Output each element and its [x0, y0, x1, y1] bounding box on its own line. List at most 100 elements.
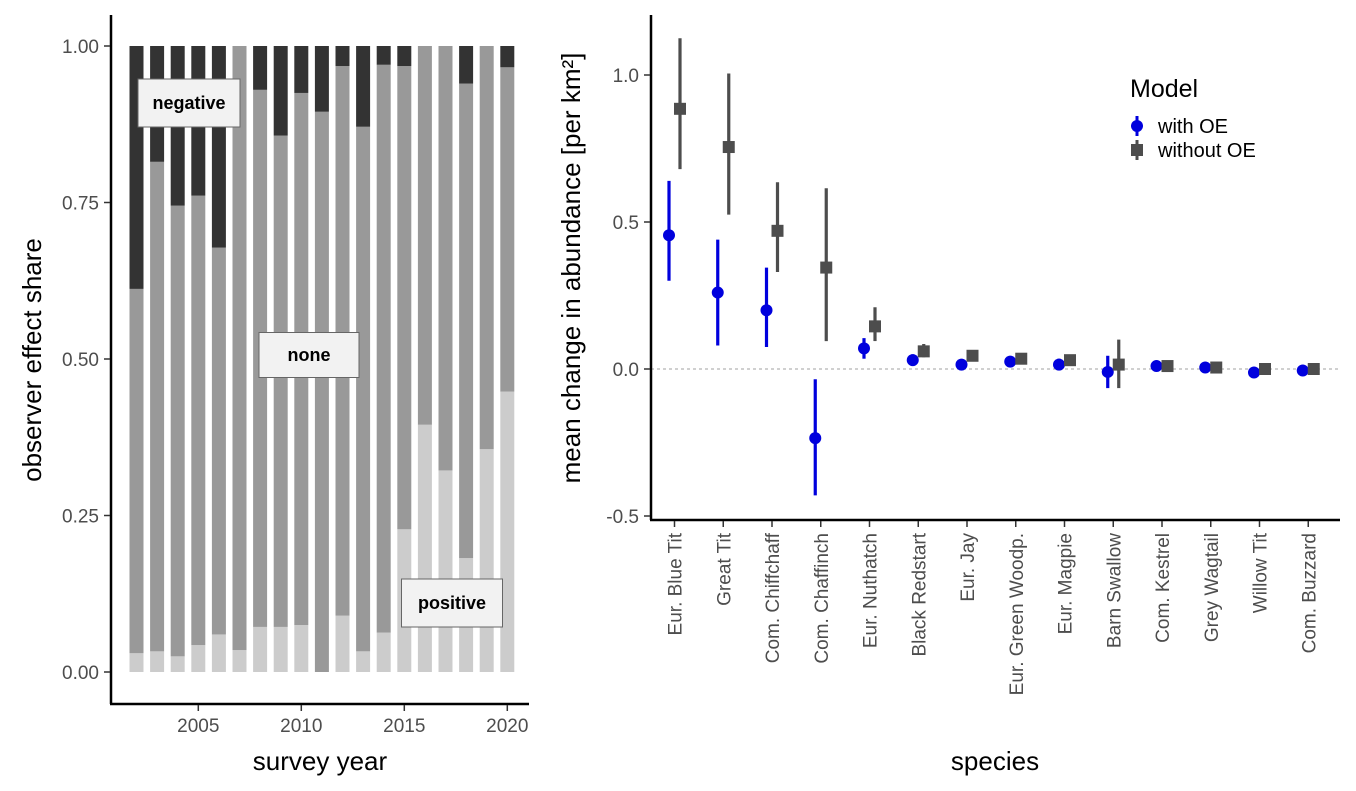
- label-positive: positive: [418, 593, 486, 613]
- bar-none-2002: [129, 288, 144, 654]
- legend-title: Model: [1130, 75, 1198, 103]
- right-y-ticks: -0.5 0.0 0.5 1.0: [606, 66, 650, 528]
- point-with-oe: [1248, 366, 1260, 379]
- x-tick-label: Barn Swallow: [1104, 533, 1125, 648]
- bar-positive-2006: [211, 634, 226, 672]
- x-tick-label: 2010: [280, 716, 322, 737]
- point-without-oe: [771, 224, 784, 237]
- bar-positive-2020: [500, 391, 515, 672]
- bar-positive-2007: [232, 650, 247, 672]
- point-with-oe: [906, 354, 919, 367]
- x-tick-label: Eur. Green Woodp.: [1007, 533, 1028, 695]
- label-negative: negative: [152, 93, 225, 113]
- point-with-oe: [711, 286, 724, 299]
- point-with-oe: [663, 229, 675, 242]
- right-y-axis-title: mean change in abundance [per km²]: [556, 53, 586, 484]
- bar-negative-2012: [335, 46, 350, 67]
- y-tick-label: 0.25: [62, 507, 99, 528]
- label-none: none: [288, 345, 331, 365]
- legend-without-oe-marker: [1131, 144, 1143, 156]
- x-tick-label: Com. Buzzard: [1299, 533, 1320, 653]
- y-tick-label: 1.0: [613, 66, 639, 87]
- bar-positive-2002: [129, 653, 144, 672]
- bar-none-2015: [397, 66, 412, 530]
- bar-positive-2008: [253, 626, 268, 672]
- y-tick-label: 0.75: [62, 194, 99, 215]
- point-without-oe: [1161, 360, 1174, 373]
- legend-without-oe-label: without OE: [1157, 140, 1256, 162]
- point-without-oe: [1064, 354, 1076, 367]
- bar-none-2011: [314, 111, 329, 673]
- y-tick-label: 0.50: [62, 350, 99, 371]
- bar-none-2019: [479, 46, 494, 450]
- point-ranges: [663, 38, 1320, 496]
- bar-negative-2010: [294, 46, 309, 93]
- x-tick-label: Eur. Blue Tit: [666, 532, 687, 635]
- bar-negative-2020: [500, 46, 515, 68]
- point-with-oe: [955, 358, 968, 371]
- point-without-oe: [966, 349, 979, 362]
- bar-none-2016: [417, 46, 432, 425]
- point-without-oe: [1112, 358, 1125, 371]
- point-with-oe: [760, 304, 773, 317]
- x-tick-label: 2015: [383, 716, 425, 737]
- bar-none-2014: [376, 64, 391, 633]
- x-tick-label: 2005: [177, 716, 219, 737]
- point-without-oe: [1259, 363, 1271, 375]
- bar-none-2005: [191, 195, 206, 646]
- point-without-oe: [917, 345, 930, 358]
- left-x-ticks: 2005 2010 2015 2020: [177, 705, 528, 737]
- bar-none-2003: [150, 161, 165, 652]
- bar-positive-2010: [294, 625, 309, 672]
- point-with-oe: [1101, 365, 1114, 378]
- right-x-ticks: Eur. Blue Tit Great Tit Com. Chiffchaff Com…: [666, 521, 1320, 695]
- point-with-oe: [1199, 361, 1212, 374]
- x-tick-label: Black Redstart: [909, 532, 930, 656]
- point-without-oe: [1015, 352, 1028, 365]
- category-labels: negative none positive: [137, 78, 503, 628]
- left-x-axis-title: survey year: [253, 746, 388, 776]
- bar-none-2018: [459, 83, 474, 559]
- legend-with-oe-label: with OE: [1157, 116, 1228, 138]
- bar-none-2004: [170, 205, 185, 657]
- point-without-oe: [722, 141, 735, 154]
- x-tick-label: Grey Wagtail: [1202, 533, 1223, 642]
- point-with-oe: [1150, 360, 1163, 373]
- bar-none-2017: [438, 46, 453, 471]
- bar-positive-2013: [356, 651, 371, 672]
- left-y-axis-title: observer effect share: [17, 238, 47, 482]
- bar-none-2009: [273, 135, 288, 627]
- x-tick-label: Eur. Jay: [958, 533, 979, 602]
- legend-with-oe-marker: [1131, 120, 1143, 132]
- x-tick-label: Com. Chaffinch: [812, 533, 833, 664]
- bar-none-2020: [500, 67, 515, 392]
- point-without-oe: [674, 102, 686, 115]
- bar-positive-2017: [438, 470, 453, 672]
- bar-positive-2019: [479, 449, 494, 672]
- bar-positive-2014: [376, 632, 391, 672]
- abundance-change-panel: -0.5 0.0 0.5 1.0 Eur. Blue Tit Great Tit Com.…: [556, 15, 1340, 776]
- bar-positive-2009: [273, 626, 288, 672]
- bar-none-2013: [356, 126, 371, 652]
- x-tick-label: Com. Kestrel: [1153, 533, 1174, 643]
- bar-negative-2013: [356, 46, 371, 127]
- bar-positive-2003: [150, 651, 165, 672]
- legend: Model with OE without OE: [1130, 75, 1256, 162]
- bar-negative-2006: [211, 46, 226, 248]
- point-without-oe: [1307, 363, 1320, 375]
- point-without-oe: [820, 261, 833, 274]
- label-box-negative: [137, 78, 241, 128]
- bar-negative-2011: [314, 46, 329, 112]
- y-tick-label: 0.00: [62, 663, 99, 684]
- left-y-ticks: 0.00 0.25 0.50 0.75 1.00: [62, 37, 110, 684]
- right-x-axis-title: species: [951, 746, 1039, 776]
- observer-effect-share-panel: negative none positive 0.00 0.25 0.50 0.75 1.0…: [17, 15, 529, 776]
- bar-none-2006: [211, 247, 226, 635]
- y-tick-label: 0.5: [613, 213, 639, 234]
- x-tick-label: Great Tit: [714, 532, 735, 606]
- bar-negative-2008: [253, 46, 268, 90]
- bar-positive-2012: [335, 615, 350, 672]
- point-with-oe: [1296, 364, 1309, 377]
- x-tick-label: Com. Chiffchaff: [763, 532, 784, 663]
